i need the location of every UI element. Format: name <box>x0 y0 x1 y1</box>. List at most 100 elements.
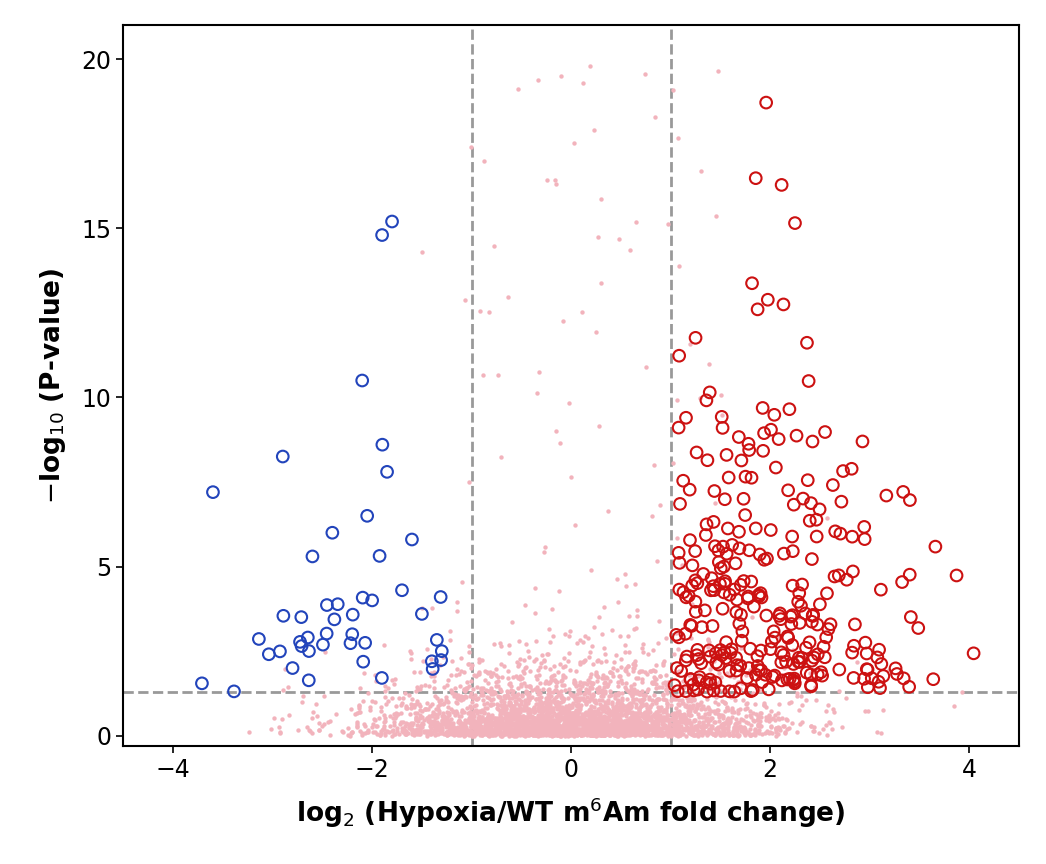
Point <box>647 709 664 723</box>
Point <box>574 677 591 690</box>
Point <box>654 721 670 735</box>
Point <box>457 715 474 729</box>
Point <box>435 710 452 724</box>
Point <box>589 669 606 683</box>
Point <box>478 718 495 732</box>
Point <box>541 689 558 702</box>
Point <box>497 716 514 730</box>
Point <box>503 711 520 725</box>
Point <box>556 729 573 743</box>
Point <box>553 721 570 734</box>
Point <box>567 706 584 720</box>
Point <box>533 696 550 709</box>
Point <box>644 715 661 728</box>
Point <box>574 713 591 727</box>
Point <box>522 710 539 724</box>
Point <box>635 637 652 651</box>
Point <box>596 721 613 735</box>
Point <box>672 727 688 740</box>
Point <box>477 719 494 733</box>
Point <box>628 621 644 635</box>
Point <box>438 712 455 726</box>
Point <box>682 715 699 729</box>
Point <box>577 707 594 721</box>
Point <box>763 712 779 726</box>
Point <box>818 718 835 732</box>
Point <box>617 568 634 581</box>
Point <box>632 687 649 701</box>
Point <box>757 726 774 740</box>
Point <box>618 714 635 727</box>
Point <box>599 677 616 691</box>
Point <box>953 685 970 699</box>
Point <box>559 718 575 732</box>
Point <box>747 708 764 721</box>
Point <box>612 717 629 731</box>
Point <box>422 716 438 730</box>
Point <box>645 720 662 734</box>
Point <box>617 682 634 696</box>
Point <box>618 661 635 675</box>
Point <box>594 724 611 738</box>
Point <box>676 709 692 723</box>
Point <box>554 726 571 740</box>
Point <box>593 724 610 738</box>
Point <box>640 703 657 717</box>
Point <box>568 707 585 721</box>
Point <box>612 712 629 726</box>
Point <box>484 717 501 731</box>
Point <box>513 715 529 729</box>
Point <box>723 703 740 717</box>
Point <box>463 721 480 734</box>
Point <box>520 728 537 742</box>
Point <box>496 691 513 705</box>
Point <box>763 523 779 537</box>
Point <box>650 554 666 568</box>
Point <box>556 725 573 739</box>
Point <box>645 727 662 741</box>
Point <box>343 725 360 739</box>
Point <box>632 694 649 708</box>
Point <box>445 705 461 719</box>
Point <box>315 716 332 730</box>
Point <box>432 658 449 672</box>
Point <box>447 681 463 695</box>
Point <box>712 720 729 734</box>
Point <box>583 726 599 740</box>
Point <box>605 708 621 721</box>
Point <box>502 718 519 732</box>
Point <box>570 714 587 727</box>
Point <box>660 727 677 740</box>
Point <box>566 725 583 739</box>
Point <box>404 532 420 546</box>
Point <box>440 708 457 721</box>
Point <box>573 711 590 725</box>
Point <box>431 720 448 734</box>
Point <box>436 717 453 731</box>
Point <box>686 727 703 740</box>
Point <box>481 724 498 738</box>
Point <box>560 713 576 727</box>
Point <box>520 696 537 710</box>
Point <box>558 721 574 734</box>
Point <box>319 598 336 612</box>
Point <box>549 714 566 727</box>
Point <box>568 710 585 724</box>
Point <box>655 728 672 742</box>
Point <box>589 715 606 728</box>
Point <box>318 626 335 640</box>
Point <box>641 701 658 715</box>
Point <box>599 722 616 736</box>
Point <box>412 682 429 696</box>
Point <box>585 657 601 670</box>
Point <box>638 359 655 373</box>
Point <box>561 708 577 721</box>
Point <box>545 727 562 741</box>
Point <box>750 664 767 677</box>
Point <box>637 67 654 80</box>
Point <box>798 693 815 707</box>
Point <box>719 666 735 680</box>
Point <box>516 717 532 731</box>
Point <box>756 698 773 712</box>
Point <box>528 683 545 697</box>
